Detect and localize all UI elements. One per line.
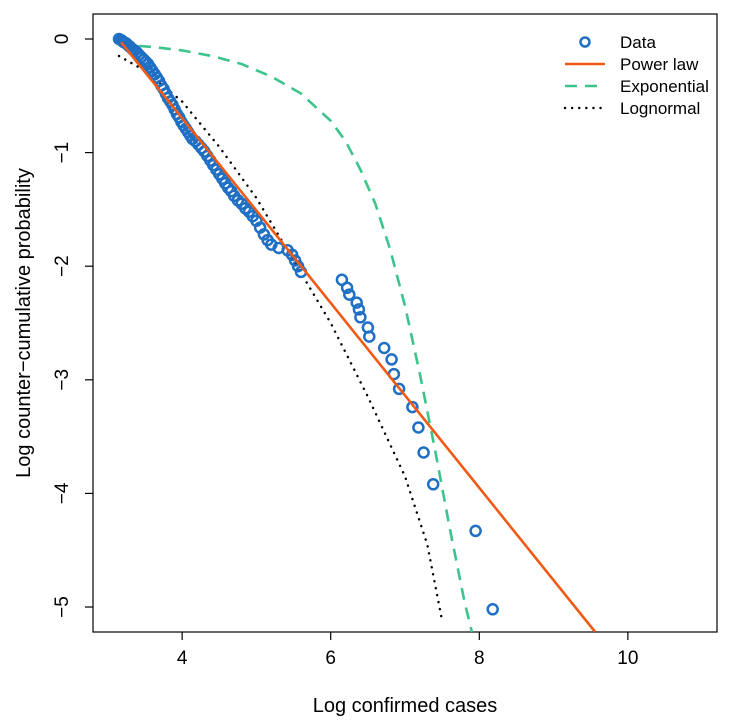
y-tick-label: −5 bbox=[52, 596, 73, 618]
series-layer bbox=[112, 32, 597, 632]
data-point bbox=[350, 296, 363, 309]
data-point bbox=[354, 311, 367, 324]
data-point bbox=[343, 288, 356, 301]
x-axis-title: Log confirmed cases bbox=[313, 695, 498, 717]
data-point bbox=[392, 382, 406, 396]
x-tick-label: 10 bbox=[617, 648, 638, 669]
x-tick-label: 8 bbox=[474, 648, 485, 669]
data-point bbox=[385, 353, 398, 366]
x-tick-label: 4 bbox=[177, 648, 188, 669]
data-point bbox=[340, 281, 354, 295]
series-exponential-line bbox=[118, 43, 474, 632]
y-tick-label: −1 bbox=[52, 142, 73, 164]
y-axis-ticks: 0 −1 −2 −3 −4 −5 bbox=[52, 34, 93, 618]
series-data-points bbox=[112, 32, 499, 616]
data-point bbox=[426, 478, 440, 491]
y-tick-label: 0 bbox=[52, 34, 73, 45]
data-point bbox=[412, 421, 425, 434]
data-point bbox=[352, 303, 366, 316]
y-tick-label: −2 bbox=[52, 255, 73, 277]
y-tick-label: −3 bbox=[52, 369, 73, 391]
legend-data-marker bbox=[579, 36, 591, 48]
data-point bbox=[406, 400, 419, 414]
x-tick-label: 6 bbox=[325, 648, 336, 669]
y-axis-title: Log counter−cumulative probability bbox=[13, 168, 35, 478]
legend-label: Power law bbox=[620, 55, 699, 74]
data-point bbox=[417, 446, 430, 459]
data-point bbox=[469, 524, 482, 538]
series-power-law-line bbox=[120, 41, 597, 632]
data-point bbox=[486, 603, 499, 616]
data-point bbox=[363, 330, 376, 343]
plot-frame bbox=[92, 13, 718, 633]
y-tick-label: −4 bbox=[52, 482, 73, 504]
data-point bbox=[377, 341, 391, 355]
legend-label: Lognormal bbox=[620, 99, 700, 118]
legend: Data Power law Exponential Lognormal bbox=[563, 33, 709, 118]
series-lognormal-line bbox=[117, 54, 444, 622]
x-axis-ticks: 4 6 8 10 bbox=[177, 632, 638, 669]
legend-label: Exponential bbox=[620, 77, 709, 96]
legend-label: Data bbox=[620, 33, 656, 52]
